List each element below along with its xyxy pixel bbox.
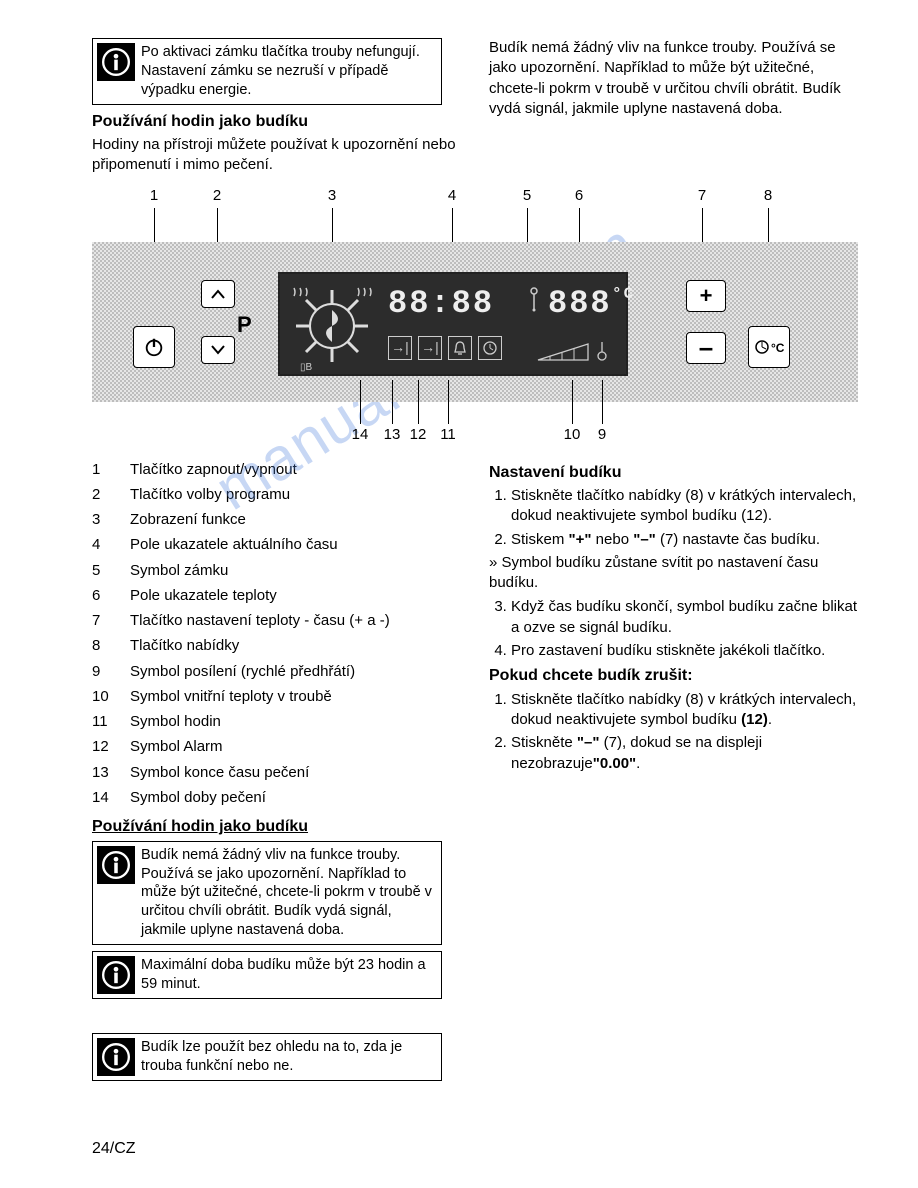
legend-row-14: 14Symbol doby pečení	[92, 788, 461, 808]
control-panel-diagram: 12345678 P	[92, 186, 858, 446]
step-3: Když čas budíku skončí, symbol budíku za…	[511, 597, 858, 638]
step-1: Stiskněte tlačítko nabídky (8) v krátkýc…	[511, 486, 858, 527]
program-down-button	[201, 336, 235, 364]
cancel-step-1: Stiskněte tlačítko nabídky (8) v krátkýc…	[511, 690, 858, 731]
step-4: Pro zastavení budíku stiskněte jakékoli …	[511, 641, 858, 661]
legend-row-9: 9Symbol posílení (rychlé předhřátí)	[92, 662, 461, 682]
legend-row-10: 10Symbol vnitřní teploty v troubě	[92, 687, 461, 707]
right-intro-para: Budík nemá žádný vliv na funkce trouby. …	[489, 38, 858, 119]
power-button-graphic	[133, 326, 175, 368]
intro-para: Hodiny na přístroji můžete používat k up…	[92, 135, 461, 176]
set-alarm-steps-cont: Když čas budíku skončí, symbol budíku za…	[489, 597, 858, 661]
legend-row-12: 12Symbol Alarm	[92, 737, 461, 757]
cancel-step-2: Stiskněte "–" (7), dokud se na displeji …	[511, 733, 858, 774]
legend-row-6: 6Pole ukazatele teploty	[92, 586, 461, 606]
right-upper-col: Budík nemá žádný vliv na funkce trouby. …	[489, 38, 858, 180]
minus-button-graphic: –	[686, 332, 726, 364]
clock-icon	[478, 336, 502, 360]
upper-columns: Po aktivaci zámku tlačítka trouby nefung…	[92, 38, 858, 180]
legend-list: 1Tlačítko zapnout/vypnout 2Tlačítko volby…	[92, 460, 461, 809]
page-number: 24/CZ	[92, 1138, 136, 1160]
legend-row-5: 5Symbol zámku	[92, 561, 461, 581]
temp-display: 888	[548, 282, 612, 325]
left-lower-col: 1Tlačítko zapnout/vypnout 2Tlačítko volby…	[92, 458, 461, 1087]
info-icon	[97, 956, 135, 994]
diagram-label-9: 9	[590, 425, 614, 445]
time-display: 88:88	[388, 282, 494, 325]
legend-row-4: 4Pole ukazatele aktuálního času	[92, 535, 461, 555]
diagram-label-12: 12	[406, 425, 430, 445]
info-icon	[97, 43, 135, 81]
info-box-max-time: Maximální doba budíku může být 23 hodin …	[92, 951, 442, 999]
legend-row-11: 11Symbol hodin	[92, 712, 461, 732]
menu-button-graphic: °C	[748, 326, 790, 368]
heading-cancel-alarm: Pokud chcete budík zrušit:	[489, 665, 858, 687]
end-time-icon: →|	[418, 336, 442, 360]
info-box-lock: Po aktivaci zámku tlačítka trouby nefung…	[92, 38, 442, 105]
diagram-label-14: 14	[348, 425, 372, 445]
legend-row-1: 1Tlačítko zapnout/vypnout	[92, 460, 461, 480]
legend-row-3: 3Zobrazení funkce	[92, 510, 461, 530]
lock-icon	[528, 286, 540, 317]
note-symbol-stays: » Symbol budíku zůstane svítit po nastav…	[489, 553, 858, 594]
info-icon	[97, 1038, 135, 1076]
heading-alarm-usage-2: Používání hodin jako budíku	[92, 816, 461, 838]
info-text: Budík lze použít bez ohledu na to, zda j…	[141, 1038, 435, 1076]
set-alarm-steps: Stiskněte tlačítko nabídky (8) v krátkýc…	[489, 486, 858, 550]
info-text: Budík nemá žádný vliv na funkce trouby. …	[141, 846, 435, 940]
legend-row-13: 13Symbol konce času pečení	[92, 763, 461, 783]
cancel-alarm-steps: Stiskněte tlačítko nabídky (8) v krátkýc…	[489, 690, 858, 774]
info-text: Po aktivaci zámku tlačítka trouby nefung…	[141, 43, 435, 100]
right-lower-col: Nastavení budíku Stiskněte tlačítko nabí…	[489, 458, 858, 1087]
program-up-button	[201, 280, 235, 308]
legend-row-2: 2Tlačítko volby programu	[92, 485, 461, 505]
plus-button-graphic: +	[686, 280, 726, 312]
svg-text:°C: °C	[771, 341, 784, 355]
left-upper-col: Po aktivaci zámku tlačítka trouby nefung…	[92, 38, 461, 180]
info-icon	[97, 846, 135, 884]
duration-icon: →|	[388, 336, 412, 360]
info-text: Maximální doba budíku může být 23 hodin …	[141, 956, 435, 994]
lower-columns: 1Tlačítko zapnout/vypnout 2Tlačítko volby…	[92, 458, 858, 1087]
heading-alarm-usage: Používání hodin jako budíku	[92, 111, 461, 133]
heading-set-alarm: Nastavení budíku	[489, 462, 858, 484]
program-p-letter: P	[237, 310, 252, 340]
legend-row-8: 8Tlačítko nabídky	[92, 636, 461, 656]
info-box-alarm-desc: Budík nemá žádný vliv na funkce trouby. …	[92, 841, 442, 945]
info-box-regardless: Budík lze použít bez ohledu na to, zda j…	[92, 1033, 442, 1081]
degree-c: °C	[612, 284, 635, 306]
diagram-label-10: 10	[560, 425, 584, 445]
diagram-label-11: 11	[436, 425, 460, 445]
display-panel: ▯B 88:88 888 °C →| →|	[278, 272, 628, 376]
alarm-icon	[448, 336, 472, 360]
step-2: Stiskem "+" nebo "–" (7) nastavte čas bu…	[511, 530, 858, 550]
diagram-label-13: 13	[380, 425, 404, 445]
svg-text:▯B: ▯B	[300, 362, 313, 372]
legend-row-7: 7Tlačítko nastavení teploty - času (+ a …	[92, 611, 461, 631]
